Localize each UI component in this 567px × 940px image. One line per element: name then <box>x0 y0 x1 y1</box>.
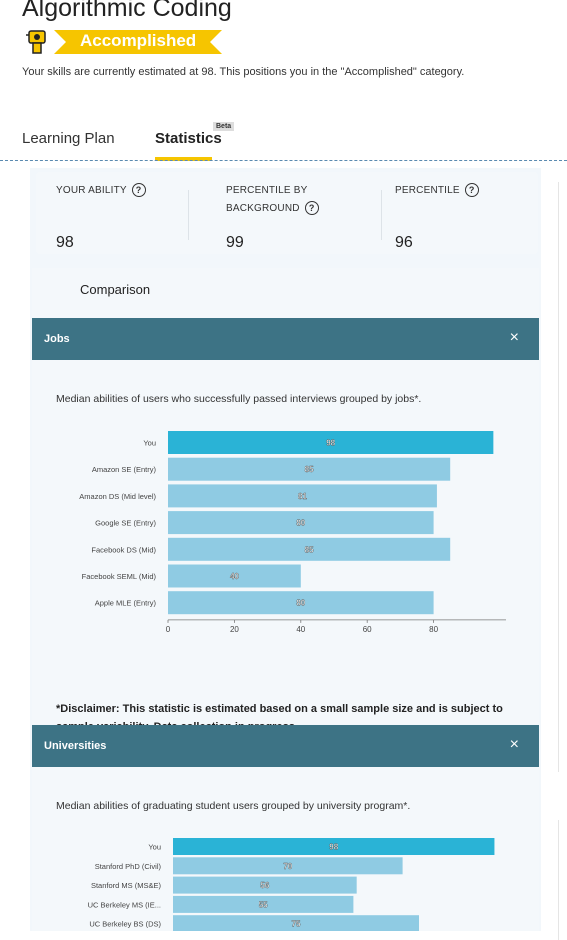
jobs-section-header[interactable]: Jobs × <box>32 318 539 360</box>
badge-ribbon <box>54 30 222 54</box>
bar-value-label: 80 <box>296 599 305 608</box>
skill-estimate-text: Your skills are currently estimated at 9… <box>22 66 465 78</box>
close-icon[interactable]: × <box>509 329 519 346</box>
bar <box>173 838 495 855</box>
bar-value-label: 75 <box>292 920 301 929</box>
x-tick-label: 80 <box>429 625 438 634</box>
close-icon[interactable]: × <box>509 736 519 753</box>
category-label: Stanford MS (MS&E) <box>91 881 162 890</box>
bar <box>173 876 357 894</box>
bar-value-label: 80 <box>296 519 305 528</box>
comparison-card: Comparison <box>32 268 539 318</box>
stat-your-ability: YOUR ABILITY ? 98 <box>56 182 146 251</box>
bar <box>173 857 403 875</box>
category-label: UC Berkeley BS (DS) <box>89 920 161 929</box>
stat-value: 96 <box>395 234 413 251</box>
stat-label: YOUR ABILITY <box>56 185 127 196</box>
universities-bar-chart: You 98 Stanford PhD (Civil) 70 Stanford MS (… <box>88 838 495 931</box>
divider <box>0 160 567 161</box>
bar-value-label: 85 <box>305 465 314 474</box>
bar <box>173 895 354 913</box>
category-label: Stanford PhD (Civil) <box>95 862 162 871</box>
tab-learning-plan[interactable]: Learning Plan <box>22 130 115 147</box>
bar-value-label: 81 <box>298 492 307 501</box>
universities-section-body: Median abilities of graduating student u… <box>32 767 539 931</box>
category-label: Facebook SEML (Mid) <box>82 572 157 581</box>
category-label: Google SE (Entry) <box>95 519 156 528</box>
tab-statistics[interactable]: Statistics <box>155 130 222 147</box>
bar-value-label: 55 <box>259 900 268 909</box>
side-card <box>558 182 567 772</box>
category-label: Apple MLE (Entry) <box>95 599 157 608</box>
comparison-title: Comparison <box>80 282 151 297</box>
badge-label: Accomplished <box>80 31 197 50</box>
bar <box>168 431 494 454</box>
bar <box>168 484 437 508</box>
section-description: Median abilities of users who successful… <box>56 393 422 405</box>
help-icon[interactable]: ? <box>464 183 479 198</box>
stat-value: 99 <box>226 234 244 251</box>
bar-value-label: 85 <box>305 545 314 554</box>
jobs-section-body: Median abilities of users who successful… <box>32 360 539 733</box>
bar <box>173 915 419 931</box>
side-card-lower <box>558 820 567 940</box>
bar <box>168 564 301 588</box>
ability-stats-card: YOUR ABILITY ? 98 PERCENTILE BY BACKGROU… <box>36 172 538 254</box>
x-tick-label: 0 <box>166 625 171 634</box>
category-label: You <box>148 843 161 852</box>
bar <box>168 511 434 535</box>
bar-value-label: 70 <box>283 862 292 871</box>
stat-percentile: PERCENTILE ? 96 <box>395 182 479 251</box>
help-icon[interactable]: ? <box>304 201 319 216</box>
stat-percentile-by-background: PERCENTILE BY BACKGROUND ? 99 <box>226 182 319 251</box>
section-description: Median abilities of graduating student u… <box>56 800 411 812</box>
bar <box>168 457 451 481</box>
category-label: UC Berkeley MS (IE... <box>88 900 161 909</box>
universities-section-header[interactable]: Universities × <box>32 725 539 767</box>
stat-label: PERCENTILE <box>395 185 460 196</box>
separator <box>381 190 382 240</box>
category-label: Facebook DS (Mid) <box>91 545 156 554</box>
category-label: Amazon DS (Mid level) <box>79 492 156 501</box>
help-icon[interactable]: ? <box>131 183 146 198</box>
bar-value-label: 98 <box>329 843 338 852</box>
robot-icon <box>26 30 46 54</box>
stat-label: PERCENTILE BY <box>226 185 308 196</box>
bar <box>168 591 434 615</box>
x-tick-label: 60 <box>363 625 372 634</box>
separator <box>188 190 189 240</box>
active-tab-indicator <box>155 157 212 161</box>
category-label: Amazon SE (Entry) <box>92 465 157 474</box>
page-title: Algorithmic Coding <box>22 0 232 22</box>
bar-value-label: 56 <box>260 881 269 890</box>
bar <box>168 537 451 561</box>
jobs-bar-chart: You 98 Amazon SE (Entry) 85 Amazon DS (Mid l… <box>79 431 506 634</box>
x-tick-label: 40 <box>296 625 305 634</box>
stat-label: BACKGROUND <box>226 203 300 214</box>
bar-value-label: 98 <box>326 439 335 448</box>
section-title: Universities <box>44 740 107 752</box>
tab-bar: Learning Plan Statistics Beta <box>0 120 567 162</box>
x-tick-label: 20 <box>230 625 239 634</box>
bar-value-label: 40 <box>230 572 239 581</box>
stat-value: 98 <box>56 234 74 251</box>
category-label: You <box>143 439 156 448</box>
beta-badge: Beta <box>213 122 235 131</box>
section-title: Jobs <box>44 333 70 345</box>
